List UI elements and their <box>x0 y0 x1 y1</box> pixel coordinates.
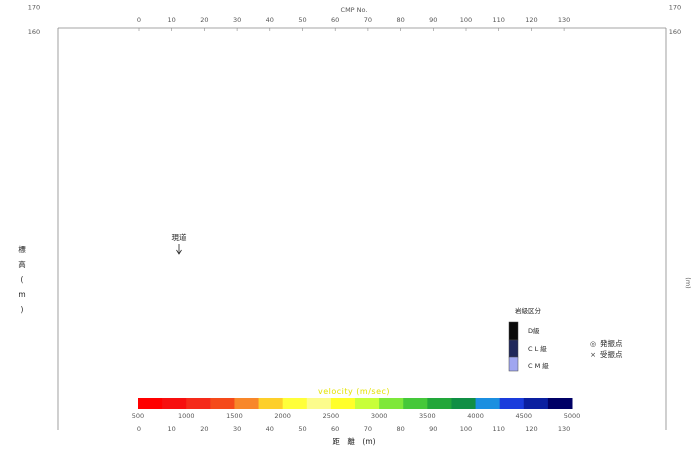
colorbar-tick-label: 2500 <box>323 412 340 420</box>
colorbar-tick-label: 1500 <box>226 412 243 420</box>
rock-legend-label: C M 級 <box>528 361 549 370</box>
road-annotation-arrowhead <box>176 249 182 255</box>
top-x-ticks: 0 10 20 30 40 50 60 70 80 90 100 110 120 130 <box>137 16 570 31</box>
top-x-tick-label: 130 <box>558 16 570 24</box>
colorbar-cell <box>258 398 284 409</box>
source-legend-symbol: ◎ <box>590 340 596 348</box>
colorbar-tick-label: 3000 <box>371 412 388 420</box>
left-y-tick-label: 170 <box>28 4 40 12</box>
top-x-tick-label: 20 <box>200 16 208 24</box>
top-x-tick-label: 100 <box>460 16 472 24</box>
bottom-x-tick-label: 70 <box>364 425 372 433</box>
bottom-x-tick-label: 0 <box>137 425 141 433</box>
colorbar-cell <box>451 398 477 409</box>
top-x-tick-label: 80 <box>396 16 404 24</box>
top-x-tick-label: 110 <box>492 16 504 24</box>
source-legend-label: 発振点 <box>600 338 623 348</box>
top-x-tick-label: 60 <box>331 16 339 24</box>
top-axis-label: CMP No. <box>341 6 368 14</box>
colorbar-tick-label: 500 <box>132 412 144 420</box>
colorbar-cell <box>306 398 332 409</box>
rock-legend-swatch <box>508 321 519 341</box>
bottom-x-tick-label: 110 <box>492 425 504 433</box>
rock-legend-label: D級 <box>528 326 540 335</box>
colorbar-cell <box>210 398 235 409</box>
x-axis-label: 距 離 (m) <box>332 436 375 446</box>
left-y-axis-label-char: 高 <box>18 259 26 269</box>
colorbar-cell <box>282 398 308 409</box>
colorbar-cell <box>138 398 163 409</box>
colorbar-tick-label: 3500 <box>419 412 436 420</box>
bottom-x-ticks: 0 10 20 30 40 50 60 70 80 90 100 110 120 130 <box>137 425 570 433</box>
bottom-x-tick-label: 10 <box>168 425 176 433</box>
top-x-tick-label: 50 <box>298 16 306 24</box>
bottom-x-tick-label: 60 <box>331 425 339 433</box>
colorbar-cell <box>355 398 380 409</box>
colorbar-cell <box>475 398 501 409</box>
source-legend-label: 受振点 <box>600 349 623 359</box>
colorbar-cell <box>403 398 428 409</box>
colorbar-cell <box>427 398 452 409</box>
colorbar-cell <box>162 398 187 409</box>
right-y-tick-label: 160 <box>669 28 681 36</box>
left-y-axis-label-char: 標 <box>18 244 26 254</box>
top-x-tick-label: 30 <box>233 16 241 24</box>
top-x-tick-label: 90 <box>429 16 437 24</box>
top-x-tick-label: 40 <box>266 16 274 24</box>
right-y-axis-label: (m) <box>684 277 692 288</box>
colorbar-cell <box>547 398 573 409</box>
rock-legend-swatch <box>508 339 519 358</box>
left-y-axis-label-char: ( <box>21 275 24 284</box>
right-y-tick-label: 170 <box>669 4 681 12</box>
colorbar-cell <box>379 398 404 409</box>
bottom-x-tick-label: 90 <box>429 425 437 433</box>
colorbar-cell <box>499 398 525 409</box>
source-legend-symbol: × <box>590 351 596 359</box>
bottom-x-tick-label: 80 <box>396 425 404 433</box>
bottom-x-tick-label: 120 <box>525 425 537 433</box>
bottom-x-tick-label: 20 <box>200 425 208 433</box>
bottom-x-tick-label: 130 <box>558 425 570 433</box>
bottom-x-tick-label: 50 <box>298 425 306 433</box>
colorbar-tick-label: 1000 <box>178 412 195 420</box>
bottom-x-tick-label: 100 <box>460 425 472 433</box>
bottom-x-tick-label: 30 <box>233 425 241 433</box>
colorbar-cell <box>330 398 356 409</box>
colorbar-tick-label: 4500 <box>516 412 533 420</box>
colorbar-cell <box>523 398 549 409</box>
colorbar-tick-label: 4000 <box>467 412 484 420</box>
left-y-tick-label: 160 <box>28 28 40 36</box>
bottom-x-tick-label: 40 <box>266 425 274 433</box>
top-x-tick-label: 120 <box>525 16 537 24</box>
colorbar-title: velocity (m/sec) <box>318 387 390 396</box>
rock-legend-swatch <box>508 356 519 372</box>
left-y-axis-label: 標高 ( m) <box>18 244 26 314</box>
zone-navy <box>123 0 394 32</box>
top-x-tick-label: 70 <box>364 16 372 24</box>
source-receiver-legend: ◎ 発振点 × 受振点 <box>590 338 623 359</box>
left-y-axis-label-char: ) <box>21 305 24 314</box>
zone-yellow <box>123 0 597 5</box>
rock-class-legend: 岩級区分 D級 C L 級 C M 級 <box>508 306 549 372</box>
left-y-axis-label-char: m <box>18 290 25 299</box>
left-y-ticks: 160170180190200210220230240250 <box>28 4 40 36</box>
rock-legend-title: 岩級区分 <box>515 306 542 315</box>
right-y-ticks: 160170180190200210220230240250 <box>669 4 681 36</box>
velocity-colorbar: velocity (m/sec) 500 1000 1500 2000 2500 3000… <box>132 387 580 420</box>
top-x-tick-label: 10 <box>168 16 176 24</box>
colorbar-tick-label: 2000 <box>274 412 291 420</box>
colorbar-tick-label: 5000 <box>564 412 581 420</box>
road-annotation: 現道 <box>172 232 187 255</box>
rock-legend-label: C L 級 <box>528 344 547 353</box>
colorbar-cell <box>234 398 260 409</box>
colorbar-cell <box>186 398 211 409</box>
top-x-tick-label: 0 <box>137 16 141 24</box>
road-annotation-label: 現道 <box>172 232 187 242</box>
